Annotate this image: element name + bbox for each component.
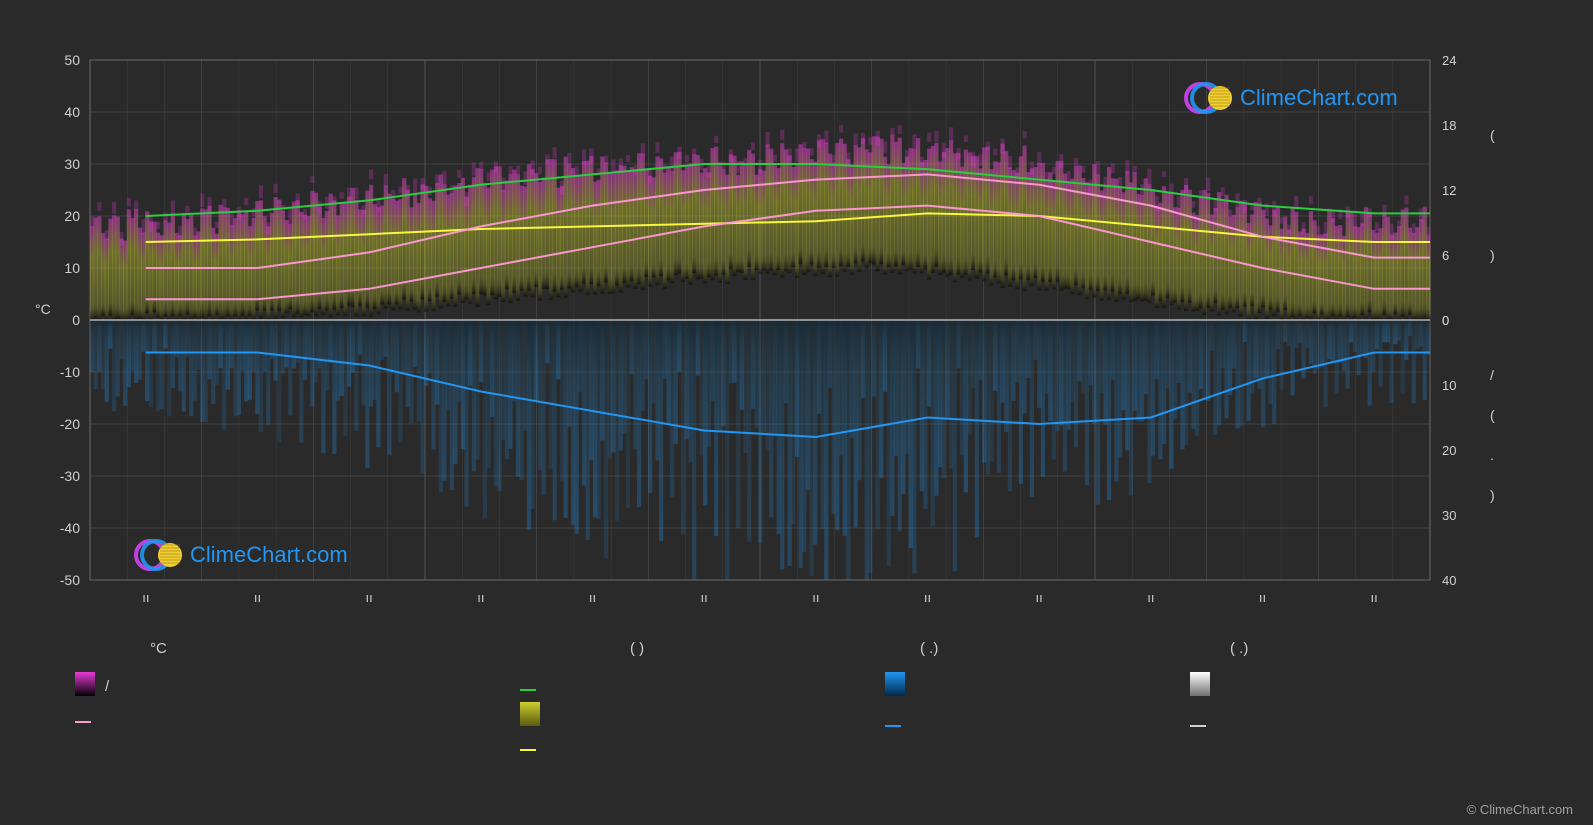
- svg-text:-40: -40: [60, 520, 80, 536]
- svg-text:-10: -10: [60, 364, 80, 380]
- svg-text:): ): [1490, 247, 1495, 263]
- svg-text:ClimeChart.com: ClimeChart.com: [190, 542, 348, 567]
- svg-text:ıı: ıı: [589, 590, 596, 605]
- svg-text:0: 0: [72, 312, 80, 328]
- svg-text:ıı: ıı: [812, 590, 819, 605]
- svg-text:.: .: [1490, 447, 1494, 463]
- svg-text:12: 12: [1442, 183, 1456, 198]
- legend-header: ( .): [920, 640, 938, 657]
- svg-text:20: 20: [64, 208, 80, 224]
- svg-text:18: 18: [1442, 118, 1456, 133]
- svg-text:ıı: ıı: [1036, 590, 1043, 605]
- svg-text:ıı: ıı: [254, 590, 261, 605]
- climate-chart: -50-40-30-20-1001020304050°C061218240102…: [0, 0, 1593, 825]
- svg-text:10: 10: [64, 260, 80, 276]
- legend-item: [1190, 672, 1220, 700]
- legend-item: /: [75, 672, 109, 700]
- legend-item: [1190, 716, 1216, 733]
- svg-text:40: 40: [1442, 573, 1456, 588]
- svg-text:(: (: [1490, 127, 1495, 143]
- footer-copyright: © ClimeChart.com: [1467, 802, 1573, 817]
- svg-text:10: 10: [1442, 378, 1456, 393]
- svg-text:): ): [1490, 487, 1495, 503]
- svg-text:24: 24: [1442, 53, 1456, 68]
- svg-text:°C: °C: [35, 301, 51, 317]
- svg-text:ClimeChart.com: ClimeChart.com: [1240, 85, 1398, 110]
- svg-text:30: 30: [1442, 508, 1456, 523]
- svg-text:20: 20: [1442, 443, 1456, 458]
- svg-text:/: /: [1490, 367, 1494, 383]
- svg-text:ıı: ıı: [924, 590, 931, 605]
- legend-item: [885, 716, 911, 733]
- svg-text:ıı: ıı: [142, 590, 149, 605]
- svg-text:30: 30: [64, 156, 80, 172]
- legend-header: ( ): [630, 640, 644, 657]
- svg-text:40: 40: [64, 104, 80, 120]
- svg-text:ıı: ıı: [701, 590, 708, 605]
- svg-text:(: (: [1490, 407, 1495, 423]
- svg-text:50: 50: [64, 52, 80, 68]
- svg-text:ıı: ıı: [1259, 590, 1266, 605]
- svg-text:-50: -50: [60, 572, 80, 588]
- legend-header: °C: [150, 640, 167, 657]
- svg-text:-30: -30: [60, 468, 80, 484]
- svg-text:ıı: ıı: [366, 590, 373, 605]
- legend-item: [885, 672, 915, 700]
- svg-text:ıı: ıı: [477, 590, 484, 605]
- legend-item: [520, 740, 546, 757]
- svg-text:0: 0: [1442, 313, 1449, 328]
- legend-item: [520, 680, 546, 697]
- svg-text:-20: -20: [60, 416, 80, 432]
- legend-header: ( .): [1230, 640, 1248, 657]
- svg-text:ıı: ıı: [1147, 590, 1154, 605]
- legend-item: [520, 702, 550, 730]
- svg-text:6: 6: [1442, 248, 1449, 263]
- svg-text:ıı: ıı: [1371, 590, 1378, 605]
- legend-item: [75, 712, 101, 729]
